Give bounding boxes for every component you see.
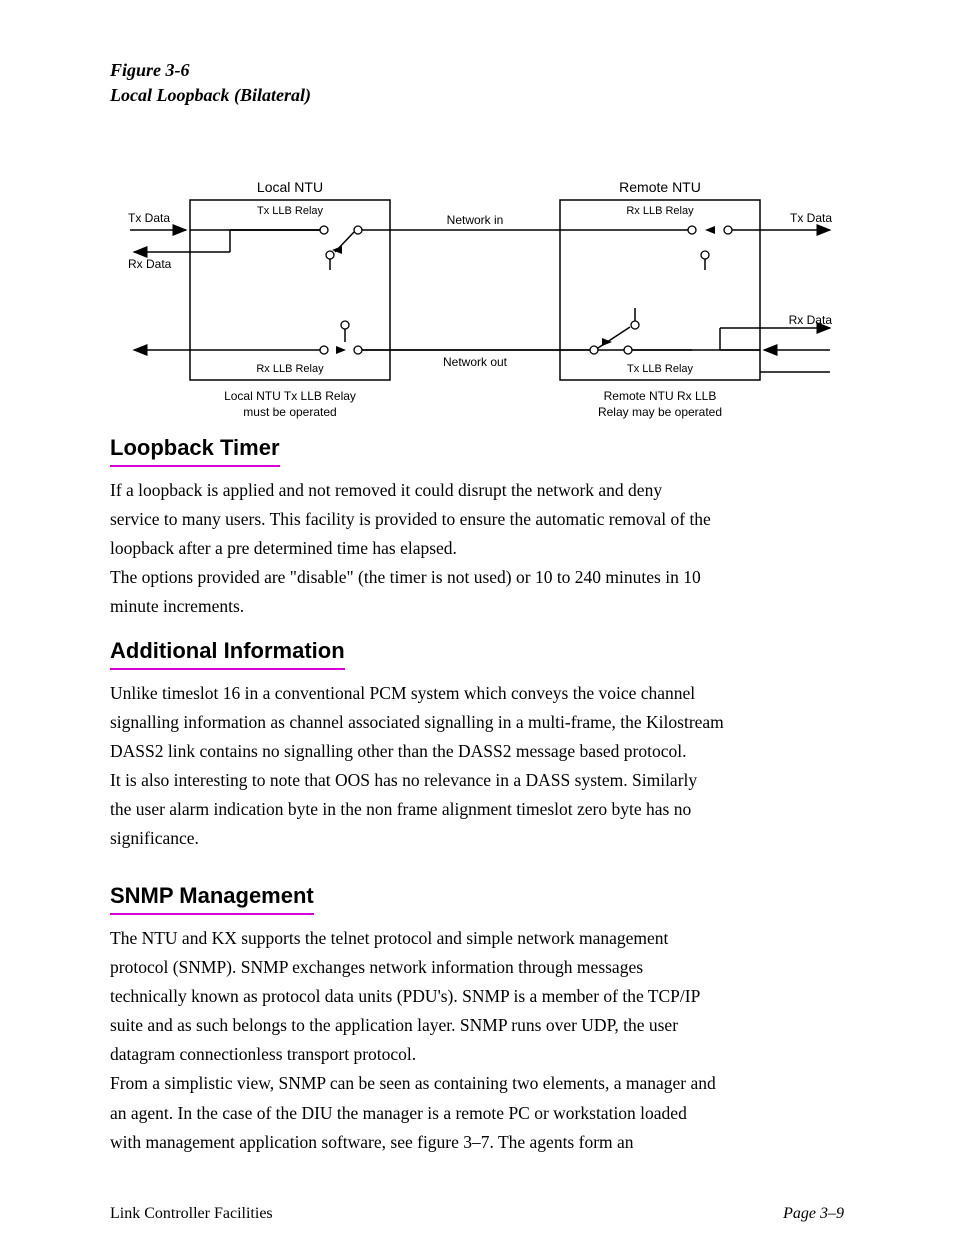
para: an agent. In the case of the DIU the man…: [110, 1102, 830, 1125]
svg-text:Rx LLB Relay: Rx LLB Relay: [256, 363, 324, 375]
svg-text:Remote NTU: Remote NTU: [619, 179, 701, 195]
heading-additional-information: Additional Information: [110, 638, 345, 670]
loopback-diagram: Local NTU Remote NTU Tx Data Tx LLB Relay Rx…: [100, 135, 860, 435]
para: The NTU and KX supports the telnet proto…: [110, 927, 830, 950]
para: The options provided are "disable" (the …: [110, 566, 830, 589]
para: significance.: [110, 827, 830, 850]
section-loopback-timer: Loopback Timer If a loopback is applied …: [110, 435, 830, 624]
svg-text:Tx LLB Relay: Tx LLB Relay: [627, 363, 694, 375]
para: It is also interesting to note that OOS …: [110, 769, 830, 792]
para: Unlike timeslot 16 in a conventional PCM…: [110, 682, 830, 705]
para: technically known as protocol data units…: [110, 985, 830, 1008]
para: If a loopback is applied and not removed…: [110, 479, 830, 502]
svg-text:Relay may be operated: Relay may be operated: [598, 405, 722, 419]
figure-label: Figure 3-6: [110, 60, 190, 81]
para: DASS2 link contains no signalling other …: [110, 740, 830, 763]
svg-text:Rx LLB Relay: Rx LLB Relay: [626, 205, 694, 217]
svg-text:Tx Data: Tx Data: [790, 211, 832, 225]
para: the user alarm indication byte in the no…: [110, 798, 830, 821]
svg-text:Network out: Network out: [443, 355, 508, 369]
para: minute increments.: [110, 595, 830, 618]
para: suite and as such belongs to the applica…: [110, 1014, 830, 1037]
svg-text:Rx Data: Rx Data: [128, 257, 172, 271]
para: loopback after a pre determined time has…: [110, 537, 830, 560]
svg-text:Remote NTU Rx LLB: Remote NTU Rx LLB: [604, 389, 717, 403]
para: From a simplistic view, SNMP can be seen…: [110, 1072, 830, 1095]
para: datagram connectionless transport protoc…: [110, 1043, 830, 1066]
heading-snmp-management: SNMP Management: [110, 883, 314, 915]
footer-left: Link Controller Facilities: [110, 1205, 273, 1223]
para: protocol (SNMP). SNMP exchanges network …: [110, 956, 830, 979]
section-additional-information: Additional Information Unlike timeslot 1…: [110, 638, 830, 857]
svg-text:must be operated: must be operated: [243, 405, 336, 419]
svg-text:Tx LLB Relay: Tx LLB Relay: [257, 205, 324, 217]
svg-text:Local NTU: Local NTU: [257, 179, 323, 195]
figure-title: Local Loopback (Bilateral): [110, 85, 311, 106]
svg-text:Rx Data: Rx Data: [789, 313, 833, 327]
svg-text:Tx Data: Tx Data: [128, 211, 170, 225]
para: with management application software, se…: [110, 1131, 830, 1154]
footer-right: Page 3–9: [783, 1205, 844, 1223]
svg-text:Network in: Network in: [447, 213, 504, 227]
para: signalling information as channel associ…: [110, 711, 830, 734]
heading-loopback-timer: Loopback Timer: [110, 435, 280, 467]
para: service to many users. This facility is …: [110, 508, 830, 531]
svg-text:Local NTU Tx LLB Relay: Local NTU Tx LLB Relay: [224, 389, 356, 403]
section-snmp-management: SNMP Management The NTU and KX supports …: [110, 883, 830, 1160]
